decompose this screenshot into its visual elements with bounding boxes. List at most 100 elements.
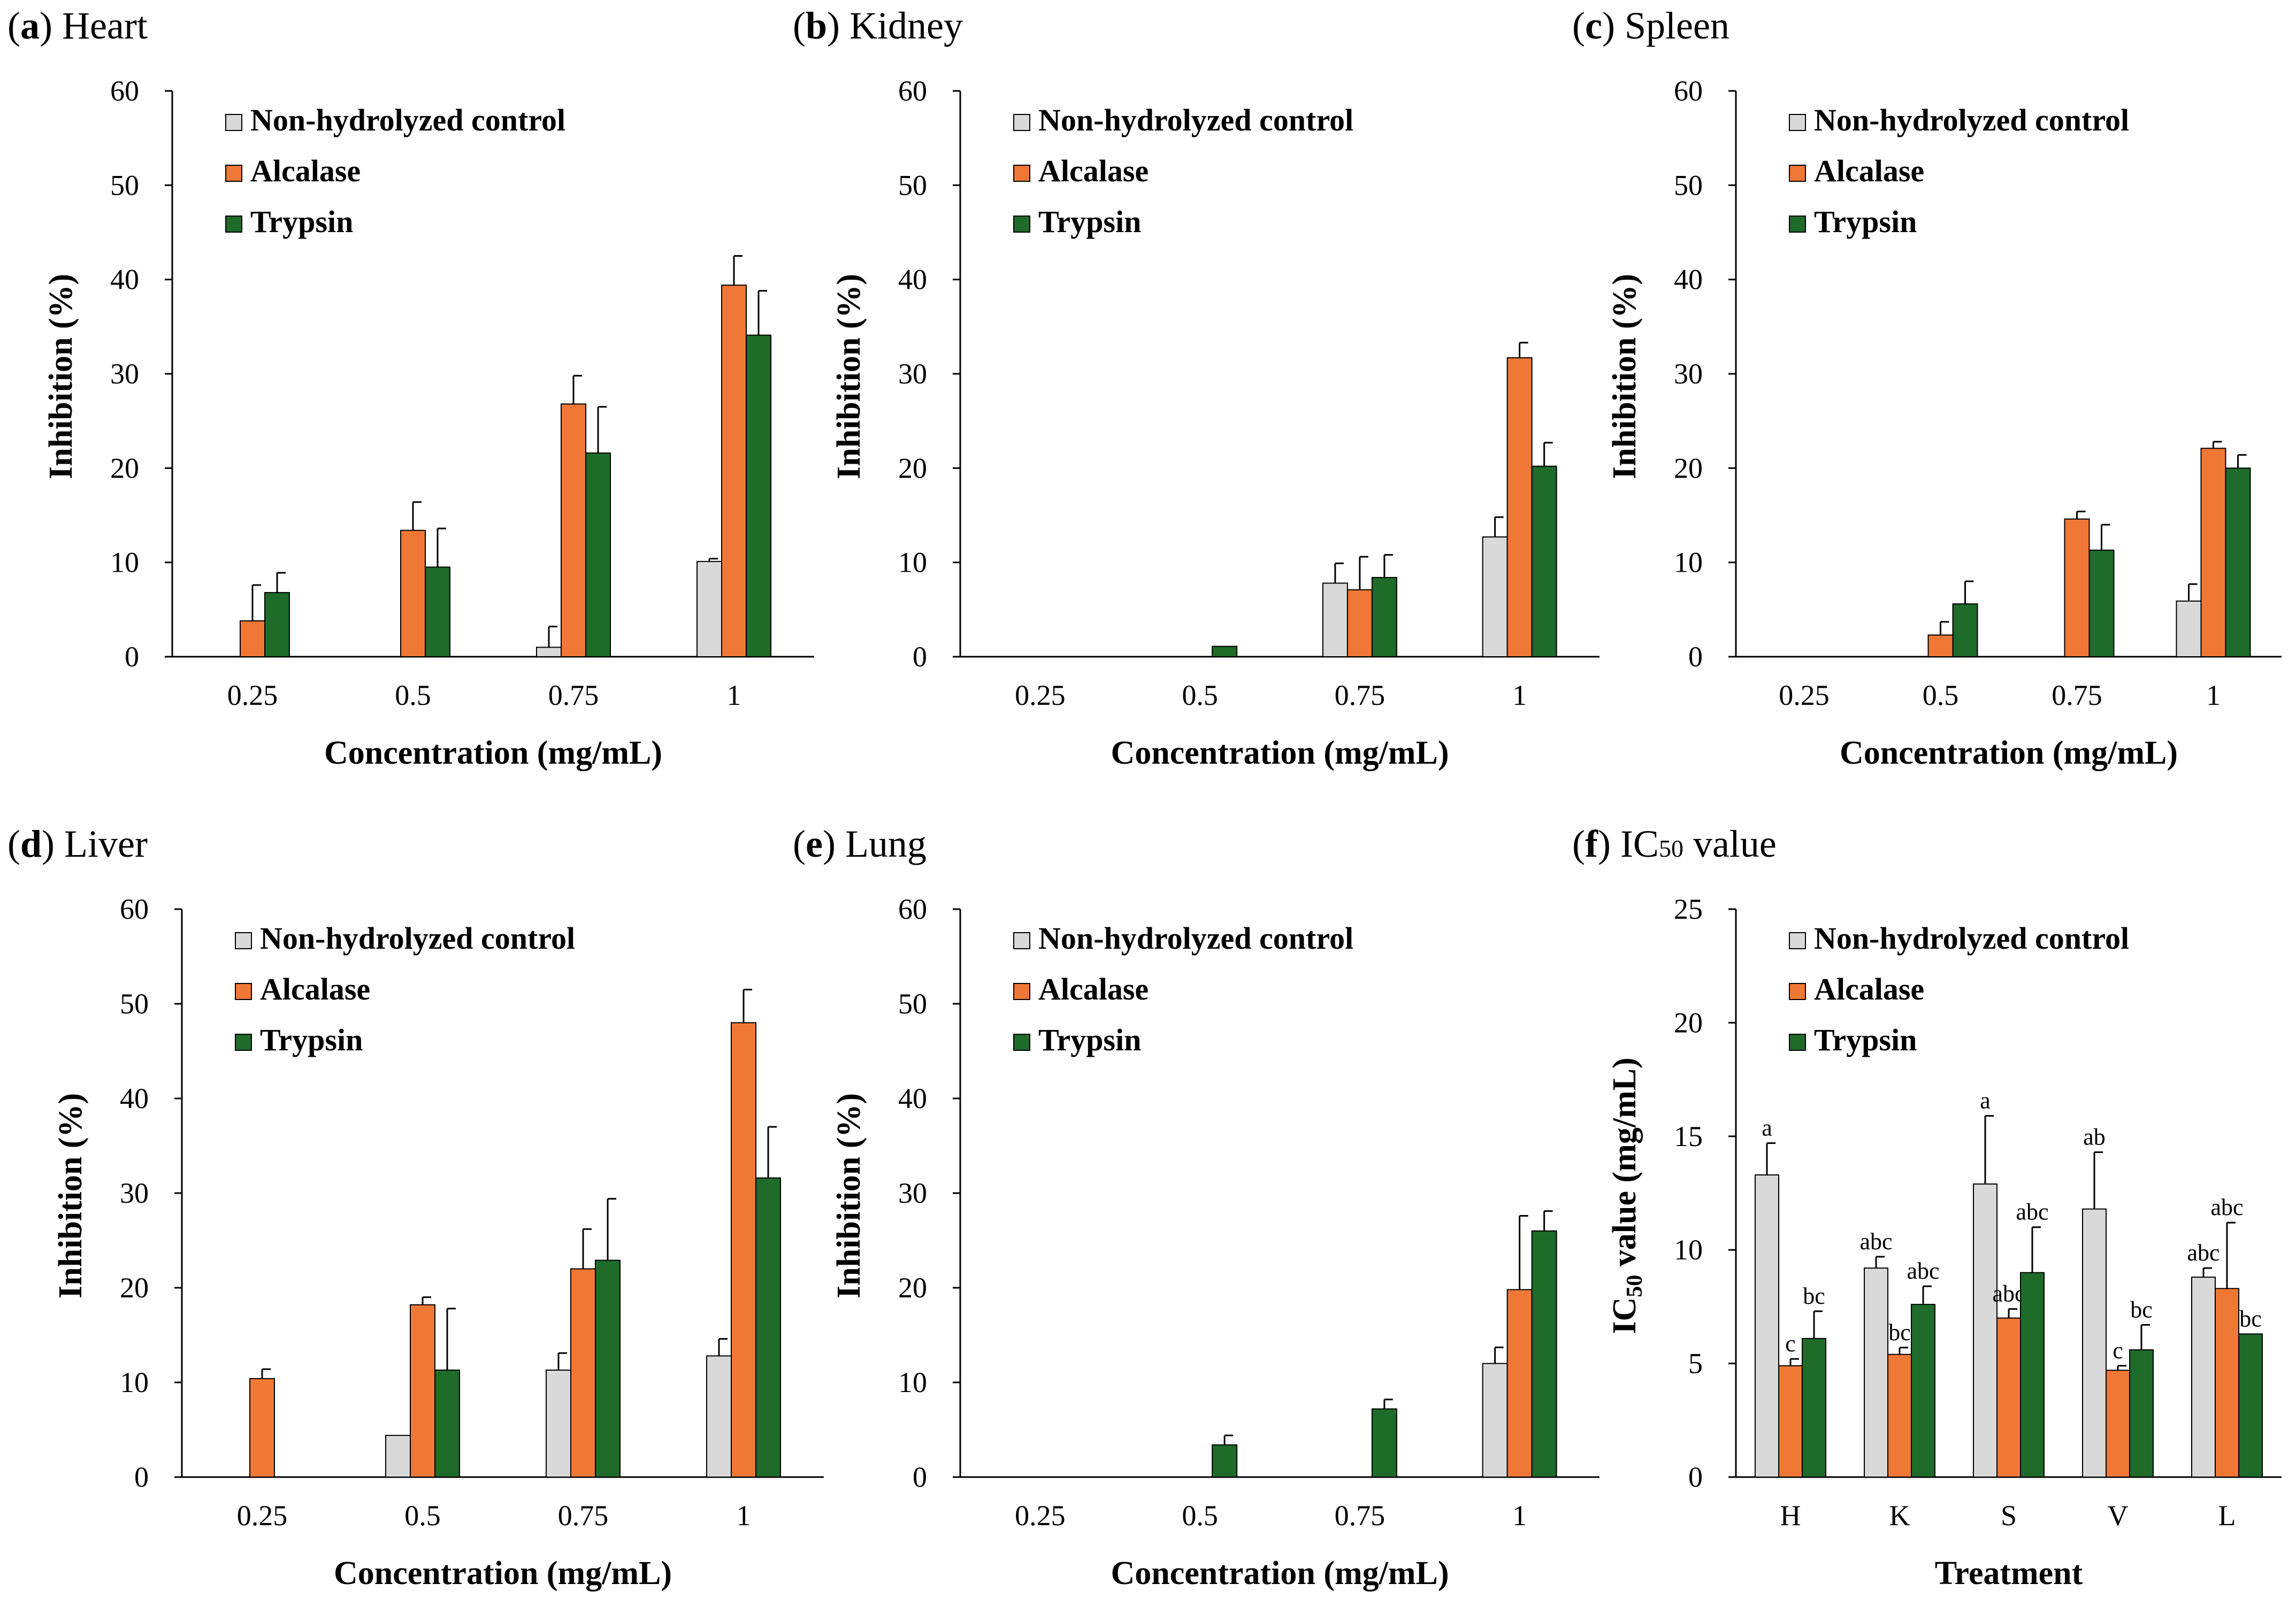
legend-swatch-trypsin: [1789, 1034, 1806, 1051]
y-tick-label: 40: [120, 1082, 149, 1114]
y-tick-label: 30: [120, 1177, 149, 1209]
chart-panel-e: (e) Lung 0 10 20 30 40 50 60 Inhibition (%) 0.25 0…: [793, 822, 1599, 1592]
x-tick-label: K: [1889, 1500, 1910, 1532]
legend-label-alcalase: Alcalase: [1038, 972, 1149, 1006]
y-tick-label: 20: [898, 1272, 927, 1304]
bar-trypsin-0.75: [585, 452, 611, 657]
bar-trypsin-S: [2020, 1272, 2045, 1478]
bar-alcalase-H: [1778, 1365, 1803, 1478]
bar-alcalase-1: [731, 1022, 756, 1478]
panel-title: (f) IC50 value: [1572, 822, 1777, 865]
y-tick-label: 50: [898, 169, 927, 201]
bar-trypsin-1: [1531, 1230, 1557, 1478]
legend-swatch-control: [225, 114, 242, 131]
legend-swatch-alcalase: [1789, 165, 1806, 182]
bar-alcalase-0.75: [1346, 589, 1373, 658]
y-tick-label: 50: [1674, 169, 1703, 201]
y-tick-label: 40: [898, 264, 927, 296]
bar-alcalase-1: [2200, 448, 2226, 657]
bar-trypsin-1: [2225, 467, 2251, 657]
significance-label: bc: [2130, 1296, 2153, 1323]
legend-label-trypsin: Trypsin: [1038, 204, 1141, 239]
bar-control-V: [2082, 1208, 2107, 1478]
bar-trypsin-0.5: [434, 1369, 460, 1478]
bar-alcalase-0.25: [240, 620, 265, 657]
bar-alcalase-0.75: [2064, 518, 2090, 657]
y-tick-label: 20: [110, 452, 139, 484]
bar-trypsin-V: [2129, 1349, 2154, 1478]
y-tick-label: 10: [110, 547, 139, 579]
y-tick-label: 20: [1674, 1006, 1703, 1039]
bar-trypsin-0.5: [1952, 603, 1978, 657]
x-tick-label: S: [2001, 1500, 2017, 1532]
legend-label-control: Non-hydrolyzed control: [250, 103, 565, 137]
y-tick-label: 10: [898, 547, 927, 579]
x-axis-title: Treatment: [1935, 1555, 2083, 1592]
y-tick-label: 0: [125, 641, 139, 673]
significance-label: c: [2113, 1337, 2123, 1364]
y-tick-label: 60: [898, 893, 927, 925]
y-tick-label: 60: [120, 893, 149, 925]
y-tick-label: 0: [1688, 641, 1703, 673]
y-tick-label: 20: [1674, 452, 1703, 484]
x-tick-label: 0.5: [1923, 679, 1959, 711]
bar-trypsin-K: [1911, 1304, 1935, 1478]
y-axis-title: Inhibition (%): [43, 274, 79, 479]
bar-alcalase-1: [721, 285, 747, 657]
legend-label-control: Non-hydrolyzed control: [1038, 921, 1353, 956]
legend-swatch-alcalase: [1789, 983, 1806, 1000]
legend-label-alcalase: Alcalase: [1814, 972, 1924, 1006]
chart-panel-a: (a) Heart 0 10 20 30 40 50 60 Inhibition (%) 0.25…: [7, 4, 814, 771]
y-tick-label: 50: [898, 988, 927, 1020]
y-tick-label: 30: [898, 358, 927, 390]
significance-label: bc: [1803, 1283, 1825, 1309]
legend-label-trypsin: Trypsin: [260, 1023, 363, 1057]
legend-label-control: Non-hydrolyzed control: [1814, 921, 2129, 956]
x-tick-label: 0.25: [1015, 1500, 1066, 1532]
y-tick-label: 50: [110, 169, 139, 201]
x-tick-label: 1: [1512, 679, 1527, 711]
y-tick-label: 30: [1674, 358, 1703, 390]
bar-control-S: [1973, 1183, 1997, 1478]
y-tick-label: 40: [110, 264, 139, 296]
y-axis-title: Inhibition (%): [831, 274, 867, 479]
legend-swatch-trypsin: [1013, 1034, 1030, 1051]
x-tick-label: 0.5: [1182, 679, 1218, 711]
significance-label: a: [1762, 1115, 1772, 1141]
x-tick-label: L: [2218, 1500, 2236, 1532]
legend-swatch-trypsin: [235, 1034, 252, 1051]
chart-panel-c: (c) Spleen 0 10 20 30 40 50 60 Inhibition (%) 0.2…: [1572, 4, 2282, 771]
bar-alcalase-0.5: [410, 1304, 435, 1478]
legend-swatch-control: [1013, 932, 1030, 949]
x-axis-title: Concentration (mg/mL): [1111, 735, 1449, 771]
x-tick-label: 0.75: [1335, 679, 1386, 711]
legend-swatch-trypsin: [1013, 216, 1030, 233]
x-tick-label: 0.25: [237, 1500, 288, 1532]
x-tick-label: 1: [737, 1500, 751, 1532]
bar-control-1: [2176, 600, 2202, 658]
x-tick-label: 0.75: [548, 679, 599, 711]
legend-label-alcalase: Alcalase: [1814, 153, 1924, 188]
y-tick-label: 30: [898, 1177, 927, 1209]
bar-alcalase-0.75: [570, 1268, 596, 1478]
y-tick-label: 20: [120, 1272, 149, 1304]
x-tick-label: 0.25: [227, 679, 278, 711]
bar-alcalase-S: [1996, 1317, 2021, 1478]
y-tick-label: 5: [1688, 1348, 1703, 1380]
x-tick-label: 1: [727, 679, 741, 711]
legend-swatch-control: [1789, 114, 1806, 131]
panel-title: (d) Liver: [7, 822, 148, 865]
x-tick-label: 0.5: [395, 679, 431, 711]
bar-trypsin-0.5: [1212, 645, 1238, 658]
bar-alcalase-1: [1506, 1289, 1533, 1478]
legend-swatch-control: [1789, 932, 1806, 949]
y-tick-label: 10: [1674, 547, 1703, 579]
chart-panel-b: (b) Kidney 0 10 20 30 40 50 60 Inhibition (%) 0.2…: [793, 4, 1599, 771]
significance-label: abc: [2016, 1199, 2048, 1225]
bar-alcalase-L: [2215, 1288, 2239, 1478]
legend-label-control: Non-hydrolyzed control: [1814, 103, 2129, 137]
legend-swatch-alcalase: [1013, 165, 1030, 182]
y-tick-label: 40: [1674, 264, 1703, 296]
y-tick-label: 20: [898, 452, 927, 484]
